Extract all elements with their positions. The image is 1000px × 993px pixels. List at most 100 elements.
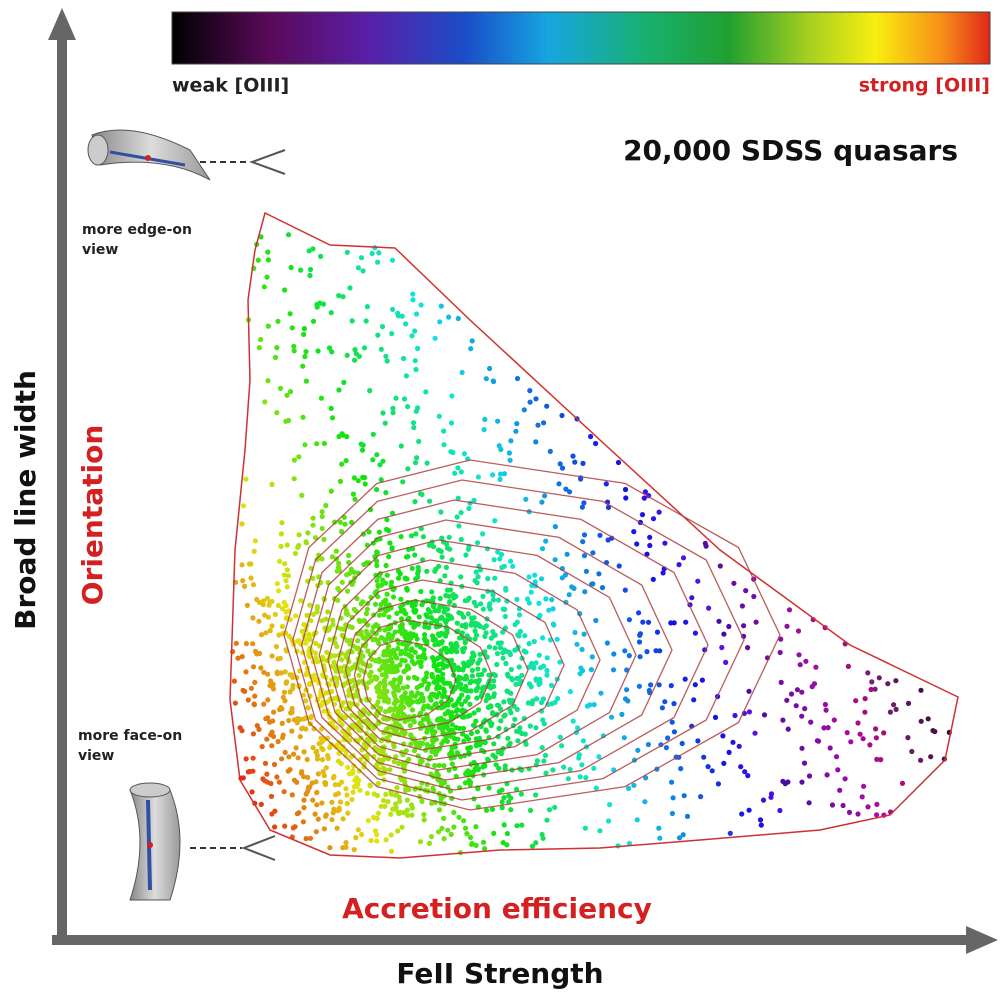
scatter-point	[475, 684, 481, 691]
scatter-point	[458, 509, 464, 516]
scatter-point	[315, 348, 321, 354]
scatter-point	[709, 768, 715, 774]
scatter-point	[362, 481, 368, 487]
scatter-point	[293, 613, 299, 619]
edge-on-icon	[87, 129, 286, 181]
scatter-point	[825, 725, 831, 731]
scatter-point	[443, 633, 449, 639]
scatter-point	[277, 558, 283, 564]
scatter-point	[350, 491, 356, 497]
scatter-point	[590, 550, 596, 556]
scatter-point	[739, 603, 746, 609]
scatter-point	[274, 410, 280, 416]
scatter-point	[269, 811, 275, 817]
scatter-point	[343, 786, 349, 792]
scatter-point	[250, 615, 256, 621]
scatter-point	[250, 582, 257, 588]
scatter-point	[757, 817, 764, 823]
scatter-point	[631, 529, 637, 535]
scatter-point	[885, 681, 891, 687]
scatter-point	[399, 648, 405, 655]
scatter-point	[418, 588, 424, 595]
scatter-point	[413, 531, 419, 537]
scatter-point	[549, 597, 555, 603]
scatter-point	[248, 575, 254, 581]
scatter-point	[412, 328, 418, 334]
scatter-point	[281, 789, 287, 795]
scatter-point	[371, 791, 377, 797]
scatter-point	[295, 544, 301, 551]
scatter-point	[669, 779, 675, 785]
scatter-point	[278, 543, 284, 550]
scatter-point	[305, 530, 311, 536]
scatter-point	[355, 265, 361, 271]
scatter-point	[624, 687, 630, 693]
scatter-point	[874, 756, 880, 763]
scatter-point	[242, 688, 248, 695]
scatter-point	[243, 476, 249, 482]
scatter-point	[462, 598, 468, 604]
scatter-point	[240, 578, 246, 584]
scatter-point	[506, 799, 512, 805]
scatter-point	[611, 651, 617, 657]
scatter-point	[905, 700, 912, 707]
scatter-point	[455, 315, 461, 322]
scatter-point	[466, 505, 472, 512]
scatter-point	[452, 744, 458, 750]
scatter-point	[444, 663, 450, 669]
scatter-point	[813, 664, 819, 670]
scatter-point	[320, 769, 326, 775]
scatter-point	[862, 709, 868, 715]
scatter-point	[743, 588, 749, 594]
scatter-point	[359, 447, 366, 453]
scatter-point	[472, 578, 478, 584]
scatter-point	[523, 741, 529, 747]
scatter-point	[270, 686, 276, 692]
scatter-point	[579, 762, 585, 768]
scatter-point	[419, 491, 425, 498]
scatter-point	[497, 476, 503, 482]
scatter-point	[526, 641, 532, 647]
scatter-point	[358, 727, 364, 734]
scatter-point	[382, 627, 388, 633]
scatter-point	[582, 589, 588, 595]
scatter-point	[432, 335, 438, 341]
scatter-point	[438, 303, 444, 309]
scatter-point	[492, 645, 498, 651]
scatter-point	[344, 792, 350, 798]
scatter-point	[752, 730, 758, 736]
scatter-point	[490, 378, 496, 384]
scatter-point	[364, 736, 370, 743]
scatter-point	[396, 640, 402, 646]
scatter-point	[262, 760, 269, 767]
scatter-point	[303, 540, 309, 546]
scatter-point	[723, 659, 729, 666]
scatter-point	[329, 817, 335, 823]
scatter-point	[607, 802, 613, 808]
scatter-point	[375, 332, 381, 338]
scatter-point	[465, 546, 471, 552]
scatter-point	[461, 451, 467, 457]
scatter-point	[731, 580, 737, 586]
scatter-point	[335, 597, 341, 603]
scatter-point	[455, 495, 461, 501]
scatter-point	[506, 793, 512, 799]
scatter-point	[392, 654, 398, 660]
scatter-point	[272, 354, 279, 361]
scatter-point	[480, 593, 486, 600]
scatter-point	[572, 459, 578, 465]
scatter-point	[637, 632, 643, 638]
scatter-point	[867, 742, 873, 748]
scatter-point	[481, 667, 487, 673]
scatter-point	[576, 752, 583, 758]
scatter-point	[440, 727, 446, 734]
scatter-point	[507, 457, 513, 463]
scatter-point	[411, 424, 417, 431]
scatter-point	[684, 813, 691, 820]
scatter-point	[534, 696, 540, 702]
scatter-point	[581, 553, 588, 559]
scatter-point	[426, 625, 432, 631]
scatter-point	[404, 643, 410, 649]
scatter-point	[231, 678, 237, 684]
scatter-point	[356, 777, 362, 784]
